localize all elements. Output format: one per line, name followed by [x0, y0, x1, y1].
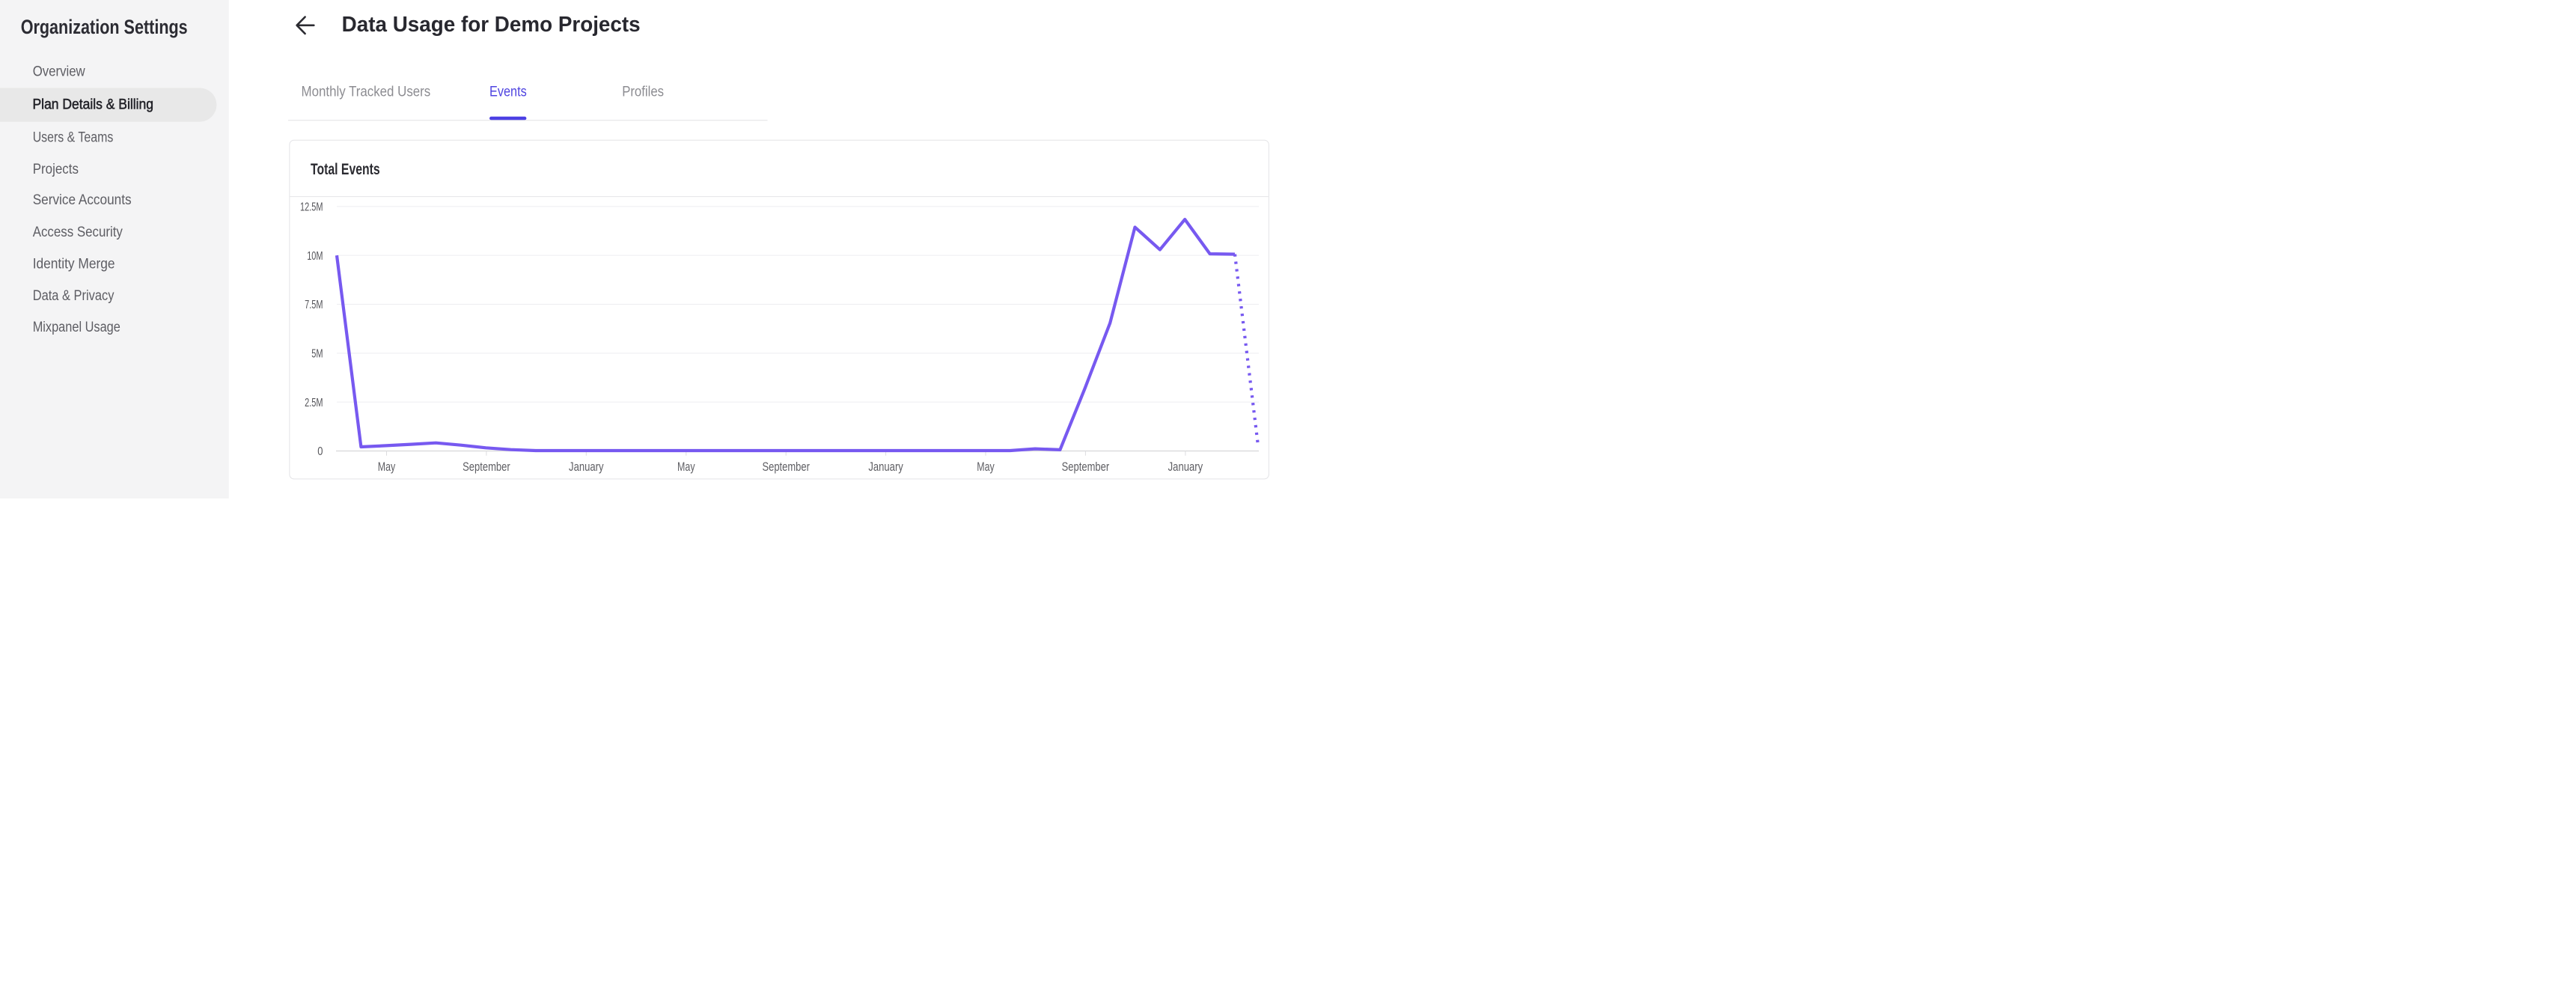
svg-text:Overview: Overview — [33, 64, 86, 80]
svg-text:10M: 10M — [307, 250, 323, 263]
svg-text:Data Usage for Demo Projects: Data Usage for Demo Projects — [342, 13, 641, 37]
svg-text:Service Accounts: Service Accounts — [33, 192, 132, 208]
svg-text:Mixpanel Usage: Mixpanel Usage — [33, 319, 120, 335]
svg-text:September: September — [463, 460, 510, 474]
svg-text:Profiles: Profiles — [622, 84, 664, 100]
svg-text:Access Security: Access Security — [33, 224, 123, 240]
svg-text:Organization Settings: Organization Settings — [21, 16, 188, 38]
svg-text:May: May — [378, 460, 396, 474]
svg-text:12.5M: 12.5M — [300, 201, 323, 213]
svg-text:September: September — [762, 460, 810, 474]
svg-text:Total Events: Total Events — [311, 160, 380, 178]
svg-text:Users & Teams: Users & Teams — [33, 129, 114, 146]
svg-text:January: January — [569, 460, 604, 474]
svg-text:Identity Merge: Identity Merge — [33, 256, 115, 272]
svg-text:September: September — [1062, 460, 1110, 474]
svg-text:0: 0 — [317, 445, 323, 458]
svg-text:May: May — [977, 460, 995, 474]
svg-text:Plan Details & Billing: Plan Details & Billing — [33, 97, 154, 113]
svg-text:2.5M: 2.5M — [305, 397, 323, 409]
svg-text:5M: 5M — [311, 347, 323, 360]
svg-text:Projects: Projects — [33, 161, 79, 177]
svg-text:January: January — [1168, 460, 1203, 474]
svg-text:Data & Privacy: Data & Privacy — [33, 287, 115, 304]
svg-text:Monthly Tracked Users: Monthly Tracked Users — [302, 84, 431, 100]
svg-text:Events: Events — [489, 84, 527, 100]
svg-text:7.5M: 7.5M — [305, 299, 323, 311]
svg-text:January: January — [868, 460, 903, 474]
svg-text:May: May — [677, 460, 695, 474]
